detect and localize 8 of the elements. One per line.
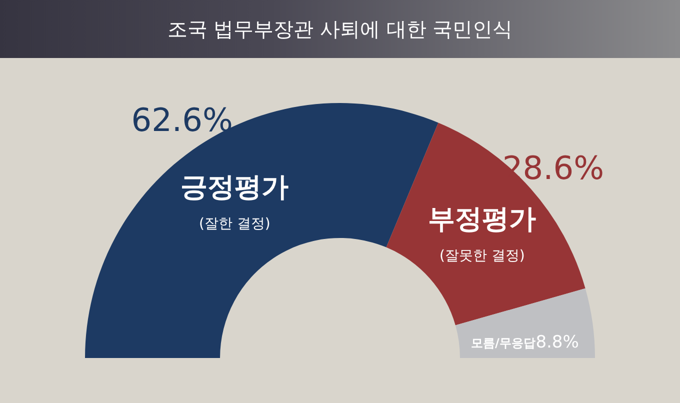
slice-label: 부정평가 xyxy=(428,204,536,235)
slice-label: 긍정평가 xyxy=(180,172,289,203)
data-label: 8.8% xyxy=(536,332,579,353)
text: (잘한 결정) xyxy=(199,216,270,232)
text: (잘못한 결정) xyxy=(439,248,525,264)
chart-title: 조국 법무부장관 사퇴에 대한 국민인식 xyxy=(0,0,680,58)
slice-label: 모름/무응답 xyxy=(470,336,536,350)
data-label: 62.6% xyxy=(131,100,233,139)
